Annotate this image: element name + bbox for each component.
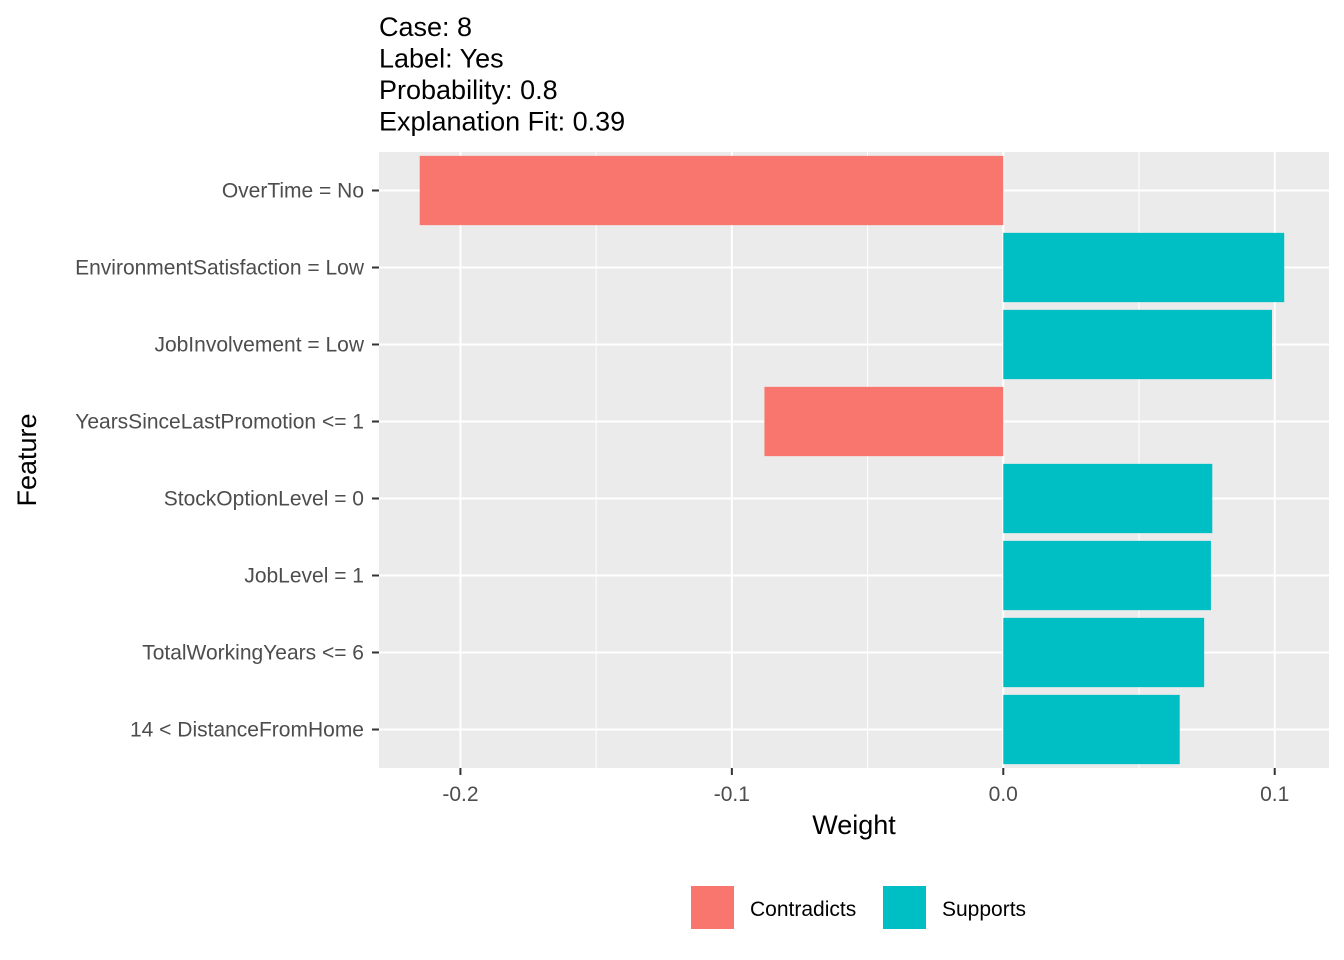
legend-label: Supports — [942, 898, 1026, 921]
legend-label: Contradicts — [750, 898, 856, 921]
y-tick-label: OverTime = No — [222, 180, 364, 203]
y-axis-title: Feature — [12, 413, 42, 506]
y-tick-label: JobLevel = 1 — [244, 565, 364, 588]
y-tick-label: TotalWorkingYears <= 6 — [142, 642, 364, 665]
title-line: Probability: 0.8 — [379, 75, 558, 105]
x-tick-label: 0.1 — [1260, 783, 1289, 806]
y-tick-label: EnvironmentSatisfaction = Low — [75, 257, 365, 280]
x-axis: -0.2 -0.1 0.0 0.1 — [442, 768, 1289, 806]
y-tick-label: StockOptionLevel = 0 — [164, 488, 364, 511]
title-line: Label: Yes — [379, 44, 504, 74]
y-tick-label: JobInvolvement = Low — [154, 334, 364, 357]
bar — [1003, 694, 1180, 765]
bar — [764, 386, 1004, 457]
x-tick-label: 0.0 — [989, 783, 1018, 806]
y-axis: OverTime = No EnvironmentSatisfaction = L… — [75, 180, 379, 742]
bars — [419, 155, 1285, 765]
x-axis-title: Weight — [812, 810, 896, 840]
legend-key — [691, 886, 734, 929]
bar — [1003, 232, 1285, 303]
y-tick-label: YearsSinceLastPromotion <= 1 — [75, 411, 364, 434]
title-line: Explanation Fit: 0.39 — [379, 107, 625, 137]
bar — [1003, 463, 1213, 534]
bar — [1003, 309, 1272, 380]
legend: Contradicts Supports — [691, 886, 1026, 929]
y-tick-label: 14 < DistanceFromHome — [130, 719, 364, 742]
bar — [1003, 540, 1211, 611]
x-tick-label: -0.2 — [442, 783, 478, 806]
title-line: Case: 8 — [379, 12, 472, 42]
bar — [419, 155, 1004, 226]
x-tick-label: -0.1 — [714, 783, 750, 806]
legend-key — [883, 886, 926, 929]
bar — [1003, 617, 1205, 688]
